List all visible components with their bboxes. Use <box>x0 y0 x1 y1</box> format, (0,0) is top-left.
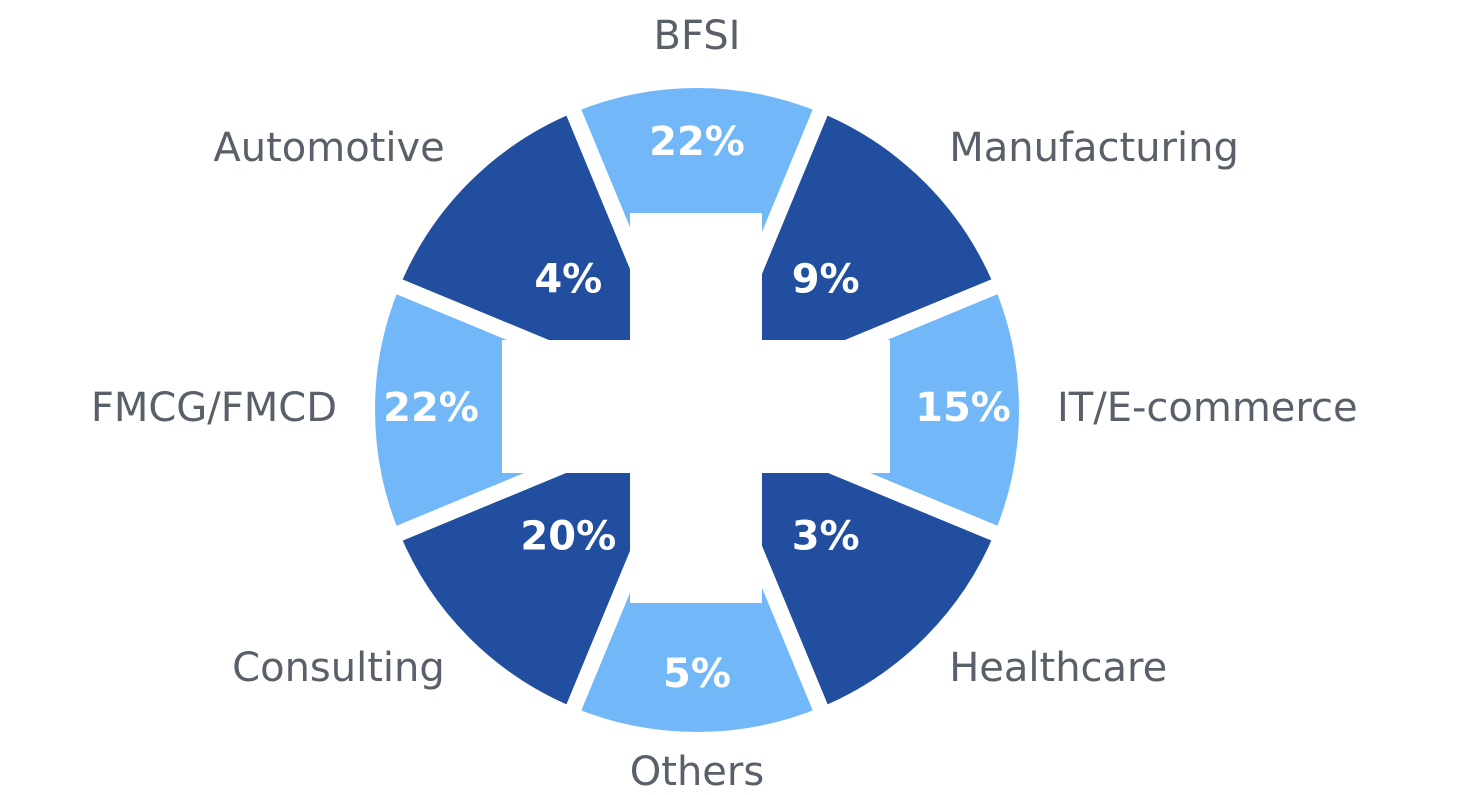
value-label: 22% <box>383 385 479 431</box>
cutout-horizontal <box>502 340 890 473</box>
category-label: IT/E-commerce <box>1057 385 1358 431</box>
segment <box>381 395 712 726</box>
value-label: 4% <box>534 256 602 302</box>
category-label: Consulting <box>232 645 445 691</box>
category-label: Automotive <box>213 125 444 171</box>
segment <box>381 94 712 425</box>
center-cutout <box>502 213 890 603</box>
category-label: Healthcare <box>949 645 1167 691</box>
labels: 22% BFSI 9% Manufacturing 15% IT/E-commerce 3%… <box>91 13 1358 795</box>
category-label: BFSI <box>654 13 741 59</box>
value-label: 15% <box>915 385 1011 431</box>
category-label: FMCG/FMCD <box>91 385 337 431</box>
category-label: Others <box>630 749 764 795</box>
value-label: 20% <box>520 514 616 560</box>
segment <box>682 94 1013 425</box>
value-label: 5% <box>663 651 731 697</box>
value-label: 22% <box>649 119 745 165</box>
value-label: 3% <box>792 514 860 560</box>
value-label: 9% <box>792 256 860 302</box>
segment <box>682 395 1013 726</box>
category-label: Manufacturing <box>949 125 1239 171</box>
segments <box>359 72 1035 748</box>
